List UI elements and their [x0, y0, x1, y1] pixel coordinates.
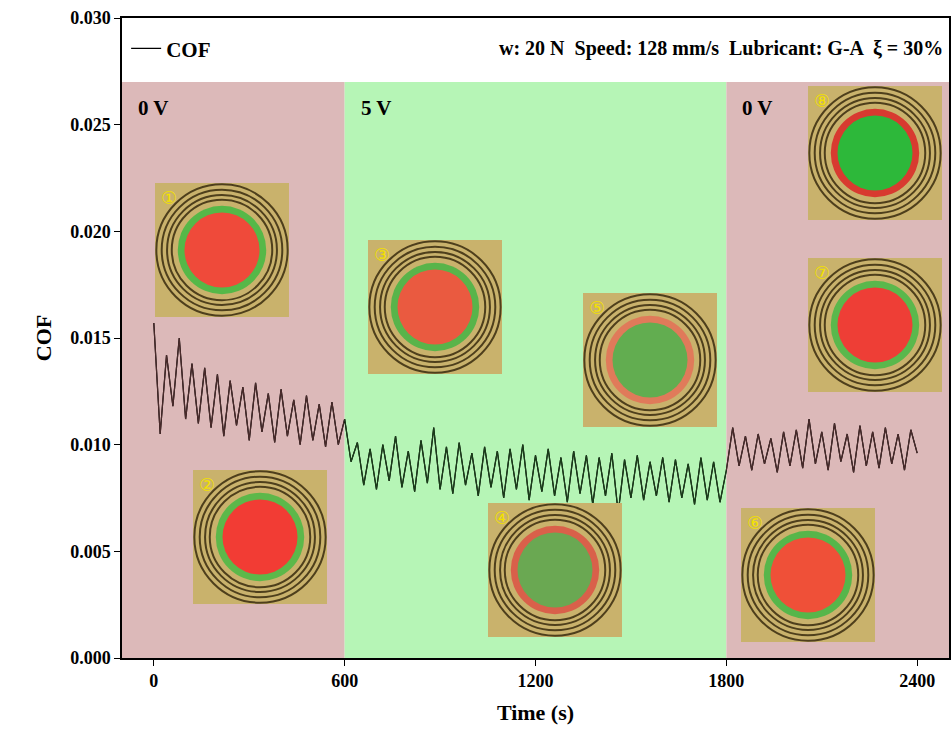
svg-text:0.005: 0.005: [70, 542, 111, 562]
svg-text:0.010: 0.010: [70, 435, 111, 455]
svg-text:5 V: 5 V: [361, 96, 392, 120]
svg-text:⑧: ⑧: [814, 90, 830, 111]
svg-text:⑤: ⑤: [589, 297, 605, 318]
svg-text:0 V: 0 V: [742, 96, 773, 120]
svg-text:COF: COF: [31, 315, 56, 361]
svg-text:0.015: 0.015: [70, 328, 111, 348]
svg-text:②: ②: [199, 474, 215, 495]
svg-text:1800: 1800: [708, 671, 744, 691]
svg-text:600: 600: [331, 671, 358, 691]
svg-text:0.000: 0.000: [70, 648, 111, 668]
svg-text:1200: 1200: [518, 671, 554, 691]
svg-text:⑥: ⑥: [747, 512, 763, 533]
svg-text:⑦: ⑦: [814, 262, 830, 283]
svg-text:COF: COF: [166, 38, 210, 62]
svg-text:0.020: 0.020: [70, 222, 111, 242]
svg-text:④: ④: [494, 507, 510, 528]
svg-text:0: 0: [149, 671, 158, 691]
svg-text:①: ①: [161, 187, 177, 208]
svg-text:w: 20 N Speed: 128 mm/s Lubr: w: 20 N Speed: 128 mm/s Lubricant: G-A ξ…: [499, 37, 943, 60]
svg-text:2400: 2400: [899, 671, 935, 691]
svg-text:0.025: 0.025: [70, 115, 111, 135]
svg-text:Time (s): Time (s): [497, 700, 574, 725]
svg-text:③: ③: [374, 244, 390, 265]
svg-text:0 V: 0 V: [138, 96, 169, 120]
svg-text:0.030: 0.030: [70, 8, 111, 28]
